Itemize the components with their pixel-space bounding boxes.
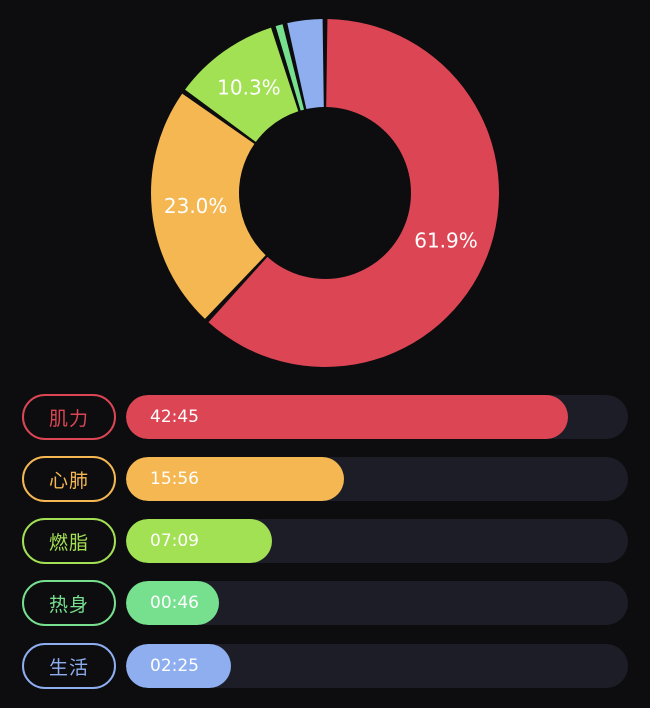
category-label: 燃脂 [48,531,89,554]
category-label: 心肺 [48,469,89,492]
category-label: 肌力 [48,407,89,430]
slice-percent-label: 23.0% [164,194,228,218]
duration-fill [126,395,568,439]
duration-track: 00:46 [126,581,628,625]
duration-fill [126,581,219,625]
donut-chart: 61.9% 23.0% 10.3% [151,19,500,367]
category-row-strength[interactable]: 肌力 42:45 [22,394,628,440]
category-label: 生活 [48,656,89,679]
duration-value: 42:45 [150,407,199,427]
duration-fill [126,644,232,688]
duration-fill [126,519,272,563]
donut-slice[interactable] [287,19,324,110]
duration-track: 07:09 [126,519,628,563]
slice-percent-label: 61.9% [414,228,478,252]
category-pill[interactable]: 生活 [22,643,116,689]
duration-track: 42:45 [126,395,628,439]
category-row-warmup[interactable]: 热身 00:46 [22,580,628,626]
duration-fill [126,457,345,501]
category-row-lifestyle[interactable]: 生活 02:25 [22,643,628,689]
donut-slice[interactable] [208,19,500,367]
category-pill[interactable]: 热身 [22,580,116,626]
donut-slice[interactable] [151,93,266,319]
category-label: 热身 [48,593,89,616]
duration-value: 00:46 [150,593,199,613]
category-pill[interactable]: 燃脂 [22,518,116,564]
duration-value: 07:09 [150,531,199,551]
slice-percent-label: 10.3% [217,76,281,100]
duration-value: 02:25 [150,656,199,676]
duration-track: 15:56 [126,457,628,501]
category-row-fat-burn[interactable]: 燃脂 07:09 [22,518,628,564]
donut-slice[interactable] [185,27,299,142]
donut-slice[interactable] [275,24,305,111]
category-pill[interactable]: 心肺 [22,456,116,502]
category-row-cardio[interactable]: 心肺 15:56 [22,456,628,502]
category-pill[interactable]: 肌力 [22,394,116,440]
duration-track: 02:25 [126,644,628,688]
duration-value: 15:56 [150,469,199,489]
